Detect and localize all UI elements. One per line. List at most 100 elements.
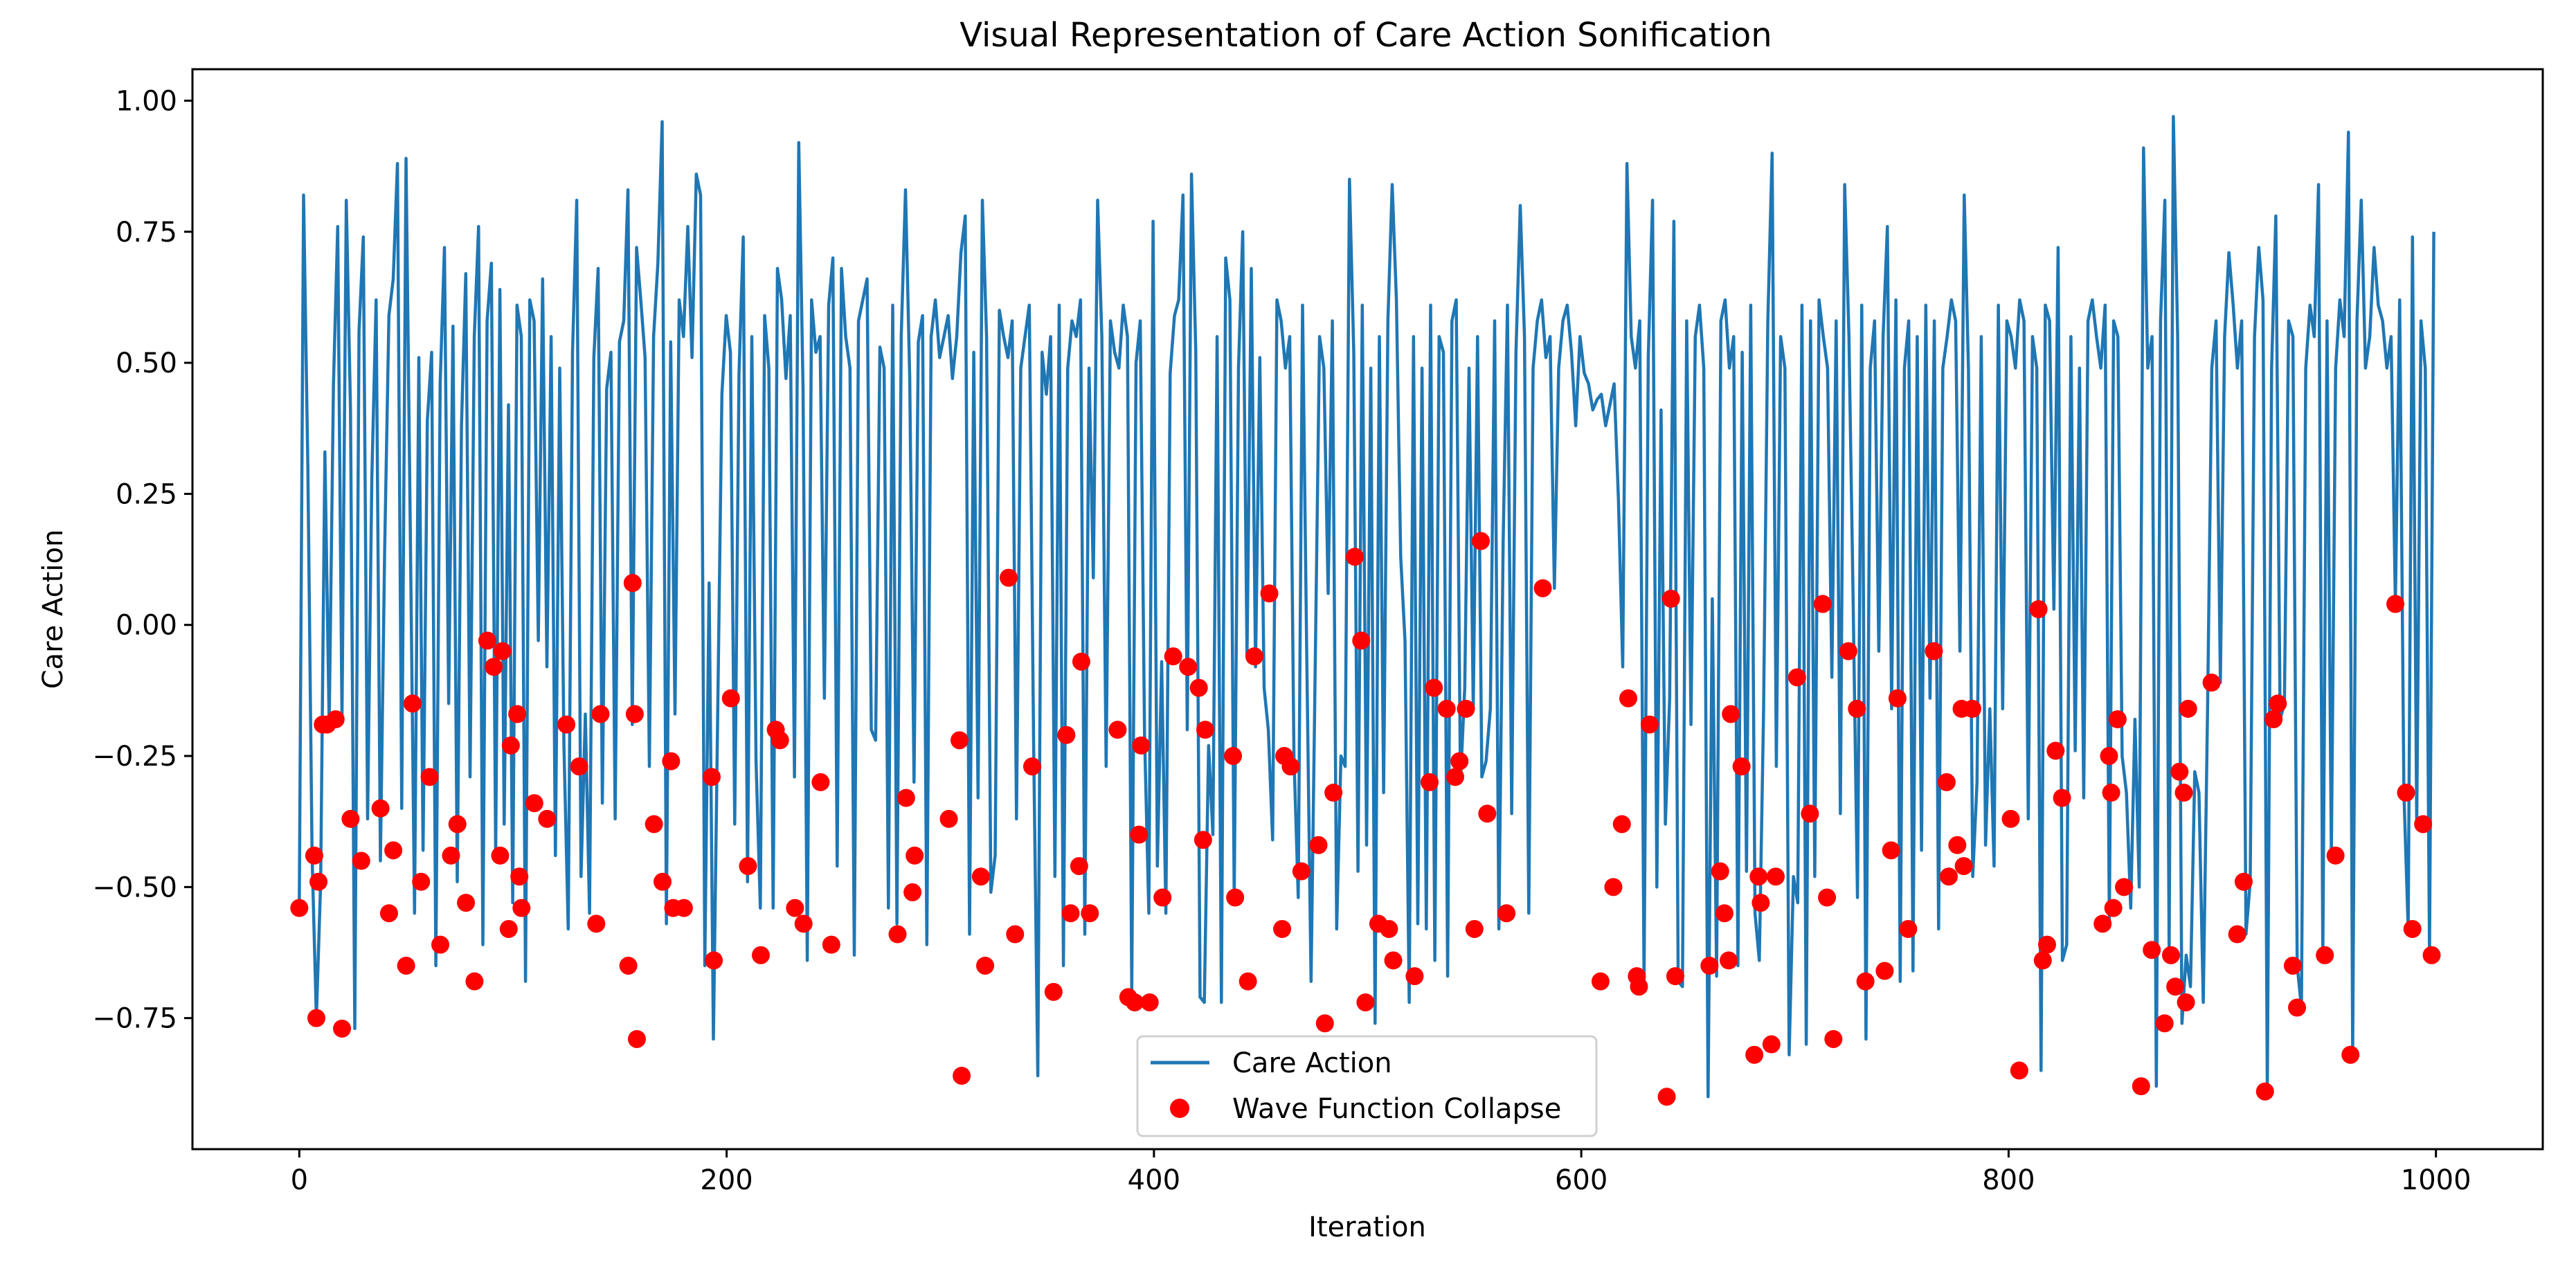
- collapse-point: [1196, 721, 1214, 739]
- collapse-point: [2202, 674, 2221, 692]
- collapse-point: [333, 1019, 352, 1038]
- collapse-point: [1384, 951, 1403, 970]
- y-axis-label: Care Action: [37, 530, 69, 689]
- collapse-point: [1888, 689, 1907, 707]
- collapse-point: [570, 757, 588, 776]
- collapse-point: [2100, 747, 2118, 766]
- collapse-point: [305, 846, 323, 865]
- collapse-point: [2234, 872, 2253, 891]
- collapse-point: [2010, 1061, 2028, 1080]
- collapse-point: [623, 574, 642, 593]
- legend-marker-swatch: [1170, 1099, 1189, 1118]
- collapse-point: [1189, 678, 1208, 697]
- x-tick-label: 200: [700, 1164, 753, 1196]
- collapse-point: [2029, 600, 2048, 618]
- legend-label-care-action: Care Action: [1232, 1047, 1392, 1079]
- collapse-point: [1044, 982, 1063, 1001]
- y-tick-label: −0.25: [92, 741, 177, 773]
- collapse-point: [371, 799, 390, 818]
- collapse-point: [2288, 998, 2307, 1017]
- collapse-point: [1722, 705, 1740, 723]
- collapse-point: [478, 631, 496, 650]
- collapse-point: [705, 951, 723, 970]
- collapse-point: [976, 956, 995, 975]
- collapse-point: [1824, 1029, 1843, 1048]
- collapse-point: [1352, 631, 1371, 650]
- collapse-point: [1108, 721, 1127, 739]
- collapse-point: [1405, 967, 1424, 986]
- collapse-point: [1925, 642, 1943, 660]
- collapse-point: [2386, 595, 2405, 613]
- collapse-point: [1604, 878, 1623, 896]
- collapse-point: [512, 899, 531, 917]
- collapse-point: [457, 894, 476, 912]
- collapse-point: [2033, 951, 2052, 970]
- collapse-point: [412, 872, 431, 891]
- collapse-point: [491, 846, 510, 865]
- collapse-point: [2170, 762, 2189, 781]
- collapse-point: [1245, 647, 1263, 666]
- collapse-point: [721, 689, 740, 707]
- collapse-point: [2414, 815, 2433, 833]
- care-action-series: [298, 114, 2435, 1099]
- collapse-point: [1380, 919, 1398, 938]
- collapse-point: [1948, 836, 1967, 854]
- collapse-point: [1700, 956, 1719, 975]
- collapse-point: [591, 705, 610, 723]
- y-axis-ticks: −0.75 −0.50 −0.25 0.00 0.25 0.50 0.75 1.00: [92, 85, 192, 1035]
- collapse-point: [2115, 878, 2134, 896]
- collapse-point: [971, 867, 990, 886]
- collapse-point: [1937, 773, 1956, 791]
- collapse-point: [1801, 804, 1819, 823]
- collapse-point: [1450, 752, 1469, 770]
- collapse-point: [1661, 589, 1680, 608]
- legend-label-wave-function-collapse: Wave Function Collapse: [1232, 1093, 1561, 1125]
- collapse-point: [465, 972, 484, 991]
- collapse-point: [654, 872, 672, 891]
- collapse-point: [1315, 1014, 1334, 1033]
- collapse-point: [1130, 825, 1149, 844]
- legend: Care Action Wave Function Collapse: [1136, 1035, 1598, 1137]
- collapse-point: [1345, 548, 1364, 566]
- collapse-point: [625, 705, 644, 723]
- collapse-point: [1081, 904, 1099, 923]
- collapse-point: [1533, 579, 1552, 597]
- collapse-point: [1766, 867, 1785, 886]
- collapse-point: [499, 919, 518, 938]
- collapse-point: [888, 925, 907, 944]
- collapse-point: [1446, 768, 1465, 786]
- collapse-point: [1818, 888, 1837, 907]
- collapse-point: [1072, 652, 1090, 671]
- collapse-point: [1619, 689, 1638, 707]
- legend-box: [1136, 1035, 1598, 1137]
- x-tick-label: 0: [291, 1164, 308, 1196]
- collapse-point: [674, 899, 693, 917]
- collapse-point: [538, 809, 557, 828]
- collapse-point: [1954, 857, 1973, 876]
- collapse-point: [662, 752, 681, 770]
- collapse-point: [397, 956, 415, 975]
- collapse-point: [307, 1009, 326, 1027]
- collapse-point: [903, 883, 922, 901]
- y-tick-label: 0.50: [116, 348, 177, 379]
- collapse-point: [822, 935, 840, 954]
- chart-title: Visual Representation of Care Action Son…: [960, 16, 1772, 55]
- collapse-point: [1164, 647, 1182, 666]
- collapse-point: [1745, 1045, 1764, 1064]
- collapse-point: [1153, 888, 1172, 907]
- collapse-point: [2155, 1014, 2174, 1033]
- collapse-point: [341, 809, 360, 828]
- collapse-point: [1875, 962, 1894, 980]
- collapse-point: [627, 1029, 646, 1048]
- collapse-point: [1057, 725, 1076, 744]
- collapse-point: [1848, 699, 1866, 718]
- collapse-point: [431, 935, 450, 954]
- collapse-point: [403, 694, 422, 713]
- collapse-point: [1640, 715, 1659, 734]
- y-tick-label: −0.50: [92, 872, 177, 903]
- collapse-point: [1292, 862, 1310, 881]
- y-tick-label: −0.75: [92, 1003, 177, 1035]
- collapse-point: [739, 857, 757, 876]
- collapse-point: [1715, 904, 1733, 923]
